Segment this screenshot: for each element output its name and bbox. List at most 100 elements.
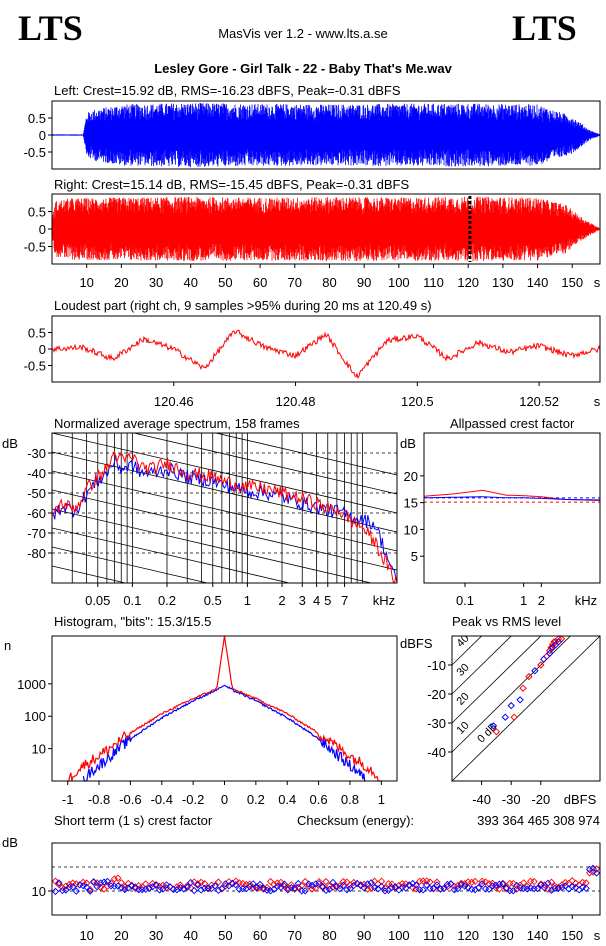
short-term-crest-point-blue [544,879,552,887]
short-term-crest-point-red [325,882,334,890]
short-term-crest-point-blue [447,880,455,888]
histogram-xtick-label: 0 [221,792,228,807]
short-term-crest-point-red [277,878,285,886]
short-term-crest-point-red [270,880,278,889]
short-term-crest-point-blue [187,878,195,887]
histogram: Histogram, "bits": 15.3/15.5n100010010-1… [4,614,398,807]
short-term-crest-point-blue [592,869,601,877]
short-term-crest-point-red [481,878,490,886]
peak-vs-rms-point-blue [554,638,563,646]
short-term-crest-xtick-label: 60 [253,928,267,943]
short-term-crest-checksum-value: 393 364 465 308 974 [477,813,600,828]
short-term-crest-point-blue [266,887,275,895]
short-term-crest-point-red [419,877,427,885]
avg-spectrum: Normalized average spectrum, 158 frames d… [2,416,398,608]
short-term-crest-point-red [246,880,254,888]
short-term-crest-point-red [471,877,479,886]
charts-root: Left: Crest=15.92 dB, RMS=-16.23 dBFS, P… [2,83,601,943]
waveform-right-xtick-label: 150 [561,275,583,290]
avg-spectrum-ytick-label: -60 [27,506,46,521]
short-term-crest-point-red [509,879,517,888]
short-term-crest-point-blue [55,879,63,887]
short-term-crest-point-blue [228,879,236,887]
short-term-crest-point-blue [429,884,438,892]
allpassed-crest-xtick-label: 2 [538,593,545,608]
short-term-crest-xtick-label: 150 [561,928,583,943]
short-term-crest-point-blue [183,883,191,891]
short-term-crest-point-blue [582,884,590,892]
short-term-crest-point-red [433,878,441,886]
short-term-crest-point-blue [572,883,580,892]
short-term-crest-title: Short term (1 s) crest factor [54,813,213,828]
short-term-crest-point-blue [294,879,302,888]
histogram-title: Histogram, "bits": 15.3/15.5 [54,614,211,629]
short-term-crest-point-blue [152,881,160,889]
short-term-crest-point-blue [360,884,368,892]
short-term-crest-point-blue [259,884,268,892]
short-term-crest-point-red [83,879,91,887]
short-term-crest-frame [51,842,601,916]
short-term-crest-point-blue [305,880,313,888]
avg-spectrum-slope-line [52,565,128,583]
waveform-right-xtick-label: 120 [457,275,479,290]
peak-vs-rms-crest-line [452,636,600,781]
short-term-crest-point-red [592,865,601,873]
allpassed-crest-ytick-label: 20 [404,469,418,484]
peak-vs-rms-xtick-label: -20 [531,792,550,807]
short-term-crest-point-red [232,877,240,885]
short-term-crest-point-red [308,885,316,893]
short-term-crest-point-red [128,881,136,889]
waveform-left-ytick-label: 0.5 [28,111,46,126]
short-term-crest-ytick-label: 10 [32,884,46,899]
short-term-crest-point-blue [180,885,188,893]
short-term-crest-point-red [159,881,167,889]
short-term-crest-point-blue [343,886,351,894]
peak-vs-rms-crest-line [452,636,542,724]
short-term-crest-point-red [197,878,205,886]
waveform-left: Left: Crest=15.92 dB, RMS=-16.23 dBFS, P… [24,83,601,170]
short-term-crest-point-blue [315,880,323,888]
waveform-right-xtick-label: 50 [218,275,232,290]
waveform-right-xtick-label: 20 [114,275,128,290]
short-term-crest-point-blue [409,879,417,888]
short-term-crest-point-blue [436,885,445,893]
histogram-ylabel: n [4,638,11,653]
avg-spectrum-ytick-label: -50 [27,486,46,501]
short-term-crest-point-blue [478,880,486,888]
loudest-part-frame [51,315,601,383]
short-term-crest-point-blue [443,880,452,889]
short-term-crest-point-red [51,877,60,885]
short-term-crest-point-blue [51,887,60,896]
waveform-right-xtick-label: 90 [357,275,371,290]
short-term-crest-point-blue [232,881,240,889]
short-term-crest-point-red [363,885,372,893]
peak-vs-rms-xtick-label: -30 [502,792,521,807]
allpassed-crest: Allpassed crest factor dB 20 15 10 5 0.1 1 2 kHz [400,416,601,608]
short-term-crest-point-blue [252,884,261,892]
short-term-crest-point-blue [148,883,157,891]
short-term-crest-point-blue [194,881,202,889]
avg-spectrum-slope-line [52,470,397,552]
short-term-crest-xtick-label: 80 [322,928,336,943]
short-term-crest-point-blue [353,879,361,888]
allpassed-crest-xunit: kHz [575,593,597,608]
avg-spectrum-ytick-label: -40 [27,466,46,481]
short-term-crest-point-red [360,880,368,888]
short-term-crest-point-red [367,884,375,892]
short-term-crest-point-blue [96,879,105,887]
short-term-crest-point-red [388,880,396,888]
avg-spectrum-xtick-label: 0.05 [85,593,110,608]
short-term-crest-point-blue [93,883,101,891]
short-term-crest-point-blue [363,880,372,888]
short-term-crest-point-blue [256,880,264,889]
short-term-crest-point-blue [388,883,396,892]
short-term-crest-point-blue [454,885,462,893]
waveform-right-xtick-label: 30 [149,275,163,290]
short-term-crest-point-red [194,880,202,888]
short-term-crest-point-red [142,880,150,888]
short-term-crest-point-red [117,879,126,887]
short-term-crest-point-blue [308,881,316,890]
avg-spectrum-slope-line [52,489,397,571]
short-term-crest-point-blue [89,878,98,886]
short-term-crest-point-blue [558,883,566,892]
